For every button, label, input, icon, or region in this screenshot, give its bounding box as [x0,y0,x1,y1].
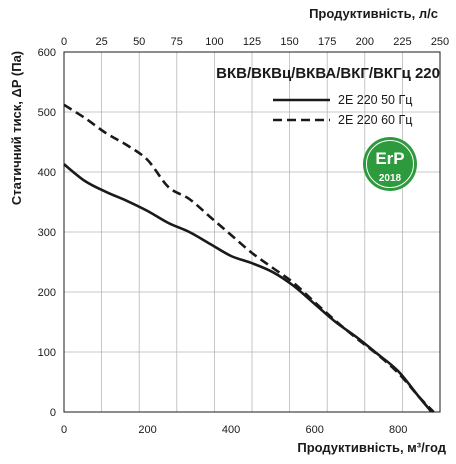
x2-tick-label: 200 [356,36,374,48]
x2-tick-label: 100 [205,36,223,48]
series-line-1 [63,103,435,413]
x2-tick-label: 150 [280,36,298,48]
erp-badge: ErP 2018 [363,137,417,191]
x-tick-label: 400 [222,424,240,436]
plot-frame [63,51,441,413]
erp-badge-label: ErP [375,149,404,168]
y-tick-label: 500 [38,107,56,119]
x2-axis-title: Продуктивність, л/с [309,6,438,21]
tick-labels: 0 100 200 300 400 500 600 0 25 50 75 100 125 150 175 20… [38,36,450,436]
chart-title: ВКВ/ВКВц/ВКВА/ВКГ/ВКГц 220 [216,65,440,82]
y-tick-label: 400 [38,167,56,179]
x2-tick-label: 25 [95,36,107,48]
erp-badge-circle [363,137,417,191]
y-axis-title: Статичний тиск, ΔP (Па) [9,51,24,205]
x-tick-label: 800 [389,424,407,436]
x2-tick-label: 50 [133,36,145,48]
x2-tick-label: 250 [431,36,449,48]
x-axis-title: Продуктивність, м³/год [297,440,446,455]
legend-label-50hz: 2E 220 50 Гц [338,93,412,107]
y-tick-label: 200 [38,287,56,299]
series-line-0 [63,163,433,413]
erp-badge-ring [366,140,414,188]
x2-tick-label: 225 [393,36,411,48]
x2-tick-label: 175 [318,36,336,48]
y-tick-label: 300 [38,227,56,239]
y-tick-label: 100 [38,347,56,359]
series-lines [63,103,435,413]
legend: 2E 220 50 Гц 2E 220 60 Гц [273,93,412,127]
x-tick-label: 600 [305,424,323,436]
x2-tick-label: 125 [243,36,261,48]
x2-tick-label: 0 [61,36,67,48]
legend-label-60hz: 2E 220 60 Гц [338,113,412,127]
x2-tick-label: 75 [171,36,183,48]
y-tick-label: 600 [38,47,56,59]
y-tick-label: 0 [50,407,56,419]
x-tick-label: 0 [61,424,67,436]
erp-badge-year: 2018 [379,173,402,184]
x-tick-label: 200 [138,424,156,436]
